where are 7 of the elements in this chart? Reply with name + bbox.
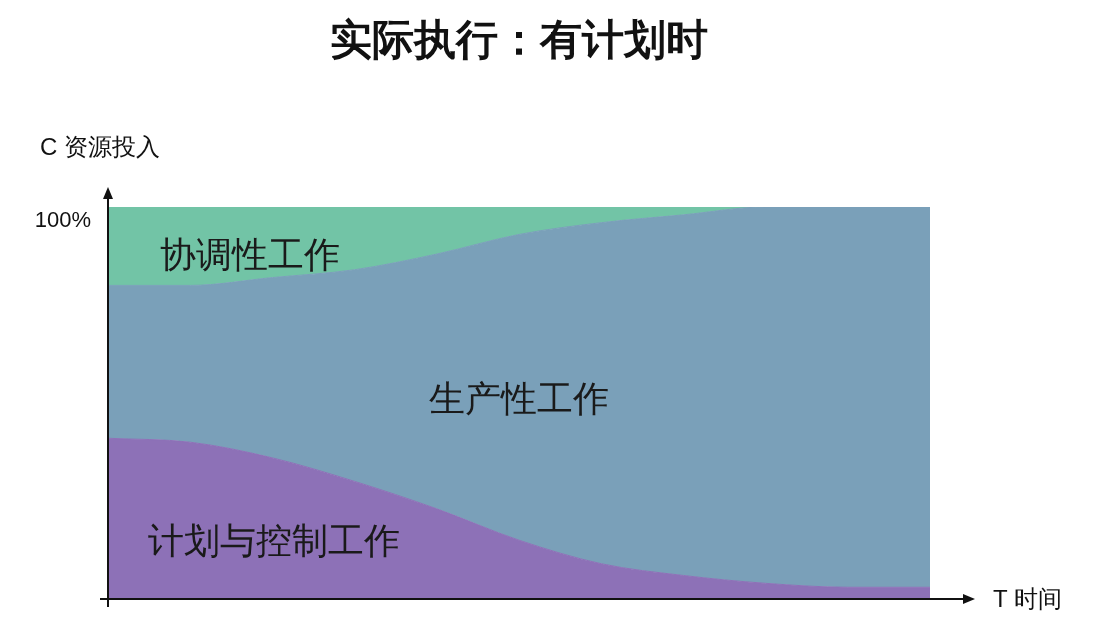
series-label: 生产性工作 <box>429 378 609 420</box>
series-label: 协调性工作 <box>160 234 341 276</box>
chart-title: 实际执行：有计划时 <box>330 15 708 63</box>
x-axis-title: T 时间 <box>993 584 1062 612</box>
y-axis-title: C 资源投入 <box>40 132 160 160</box>
text: 100% <box>34 207 91 233</box>
series-label: 计划与控制工作 <box>148 519 400 561</box>
